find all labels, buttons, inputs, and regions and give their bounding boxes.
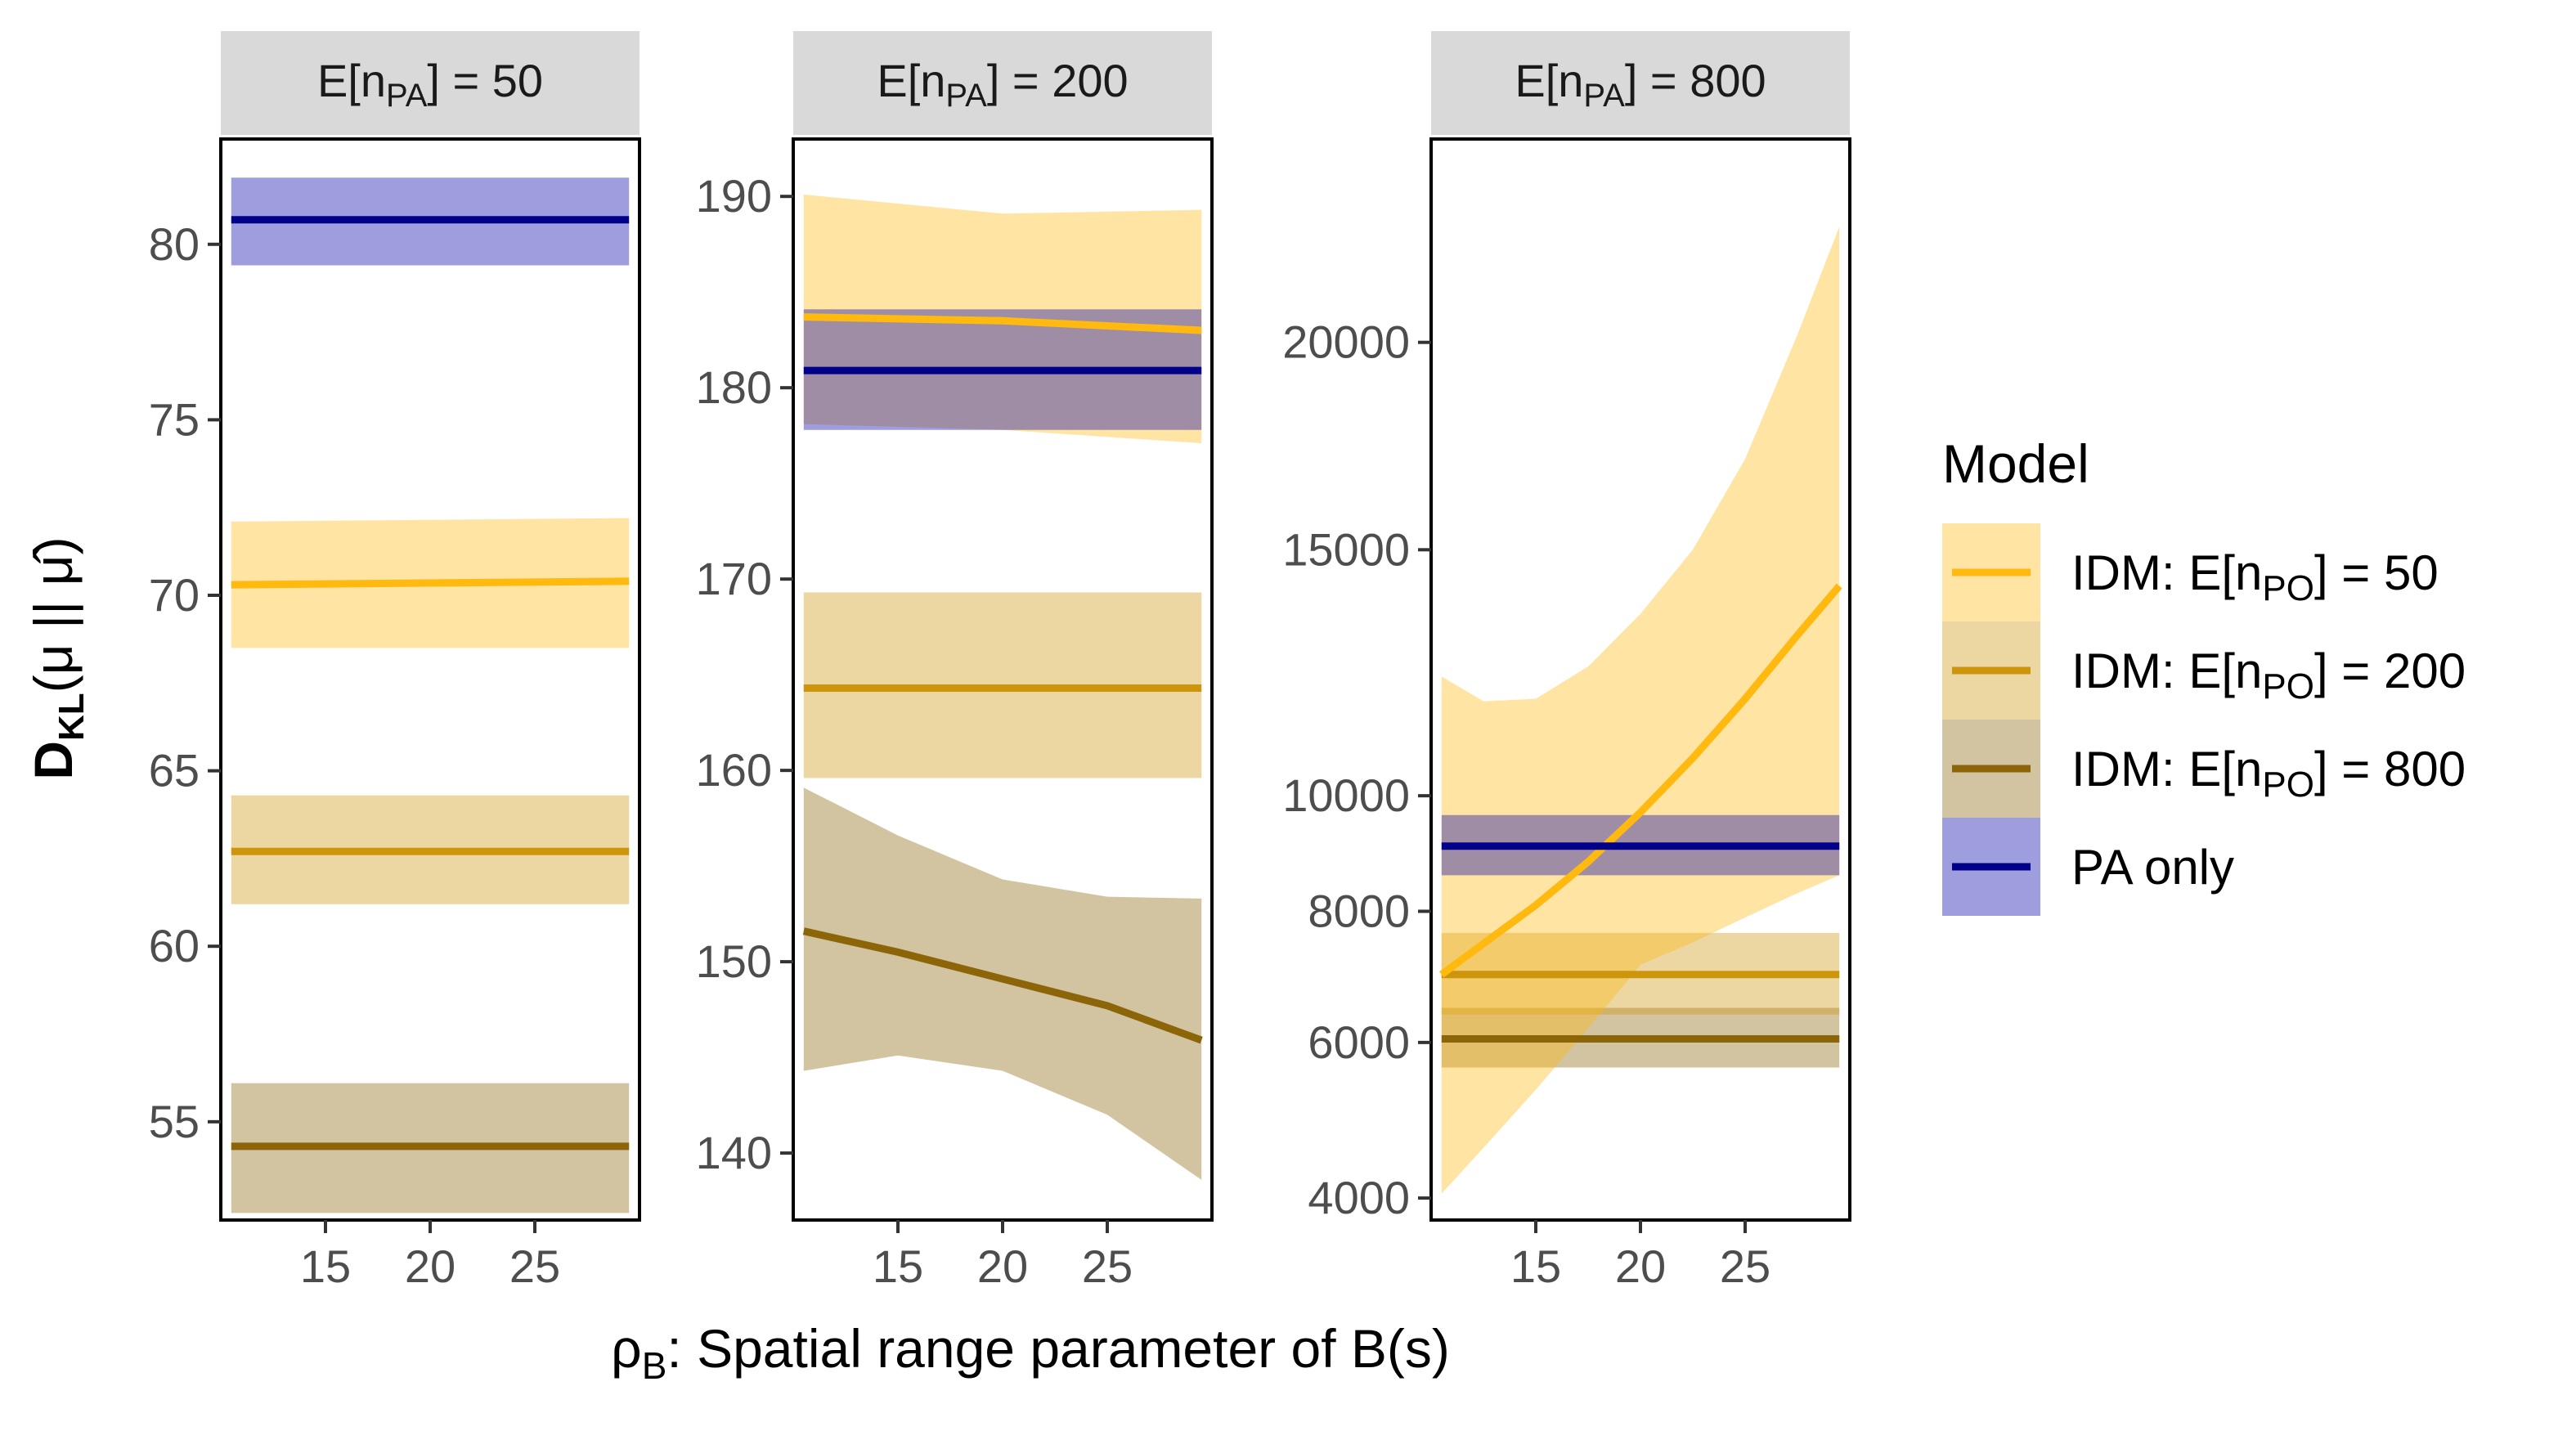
y-tick-label: 75 (149, 393, 200, 445)
y-tick-label: 10000 (1282, 769, 1410, 821)
y-tick-label: 60 (149, 920, 200, 971)
y-tick-label: 170 (696, 553, 772, 604)
y-axis-title: DKL(μ || μ̂) (23, 536, 92, 779)
x-axis-title-sub: B (642, 1344, 667, 1387)
line-idm50 (803, 313, 1202, 334)
panel-strip (221, 31, 640, 135)
x-tick-label: 25 (1720, 1240, 1770, 1292)
y-tick-label: 160 (696, 744, 772, 796)
ribbon-idm50 (1441, 227, 1840, 1194)
panel-3: E[nPA] = 800 4000 6000 8000 10000 15000 20000 1… (1282, 31, 1851, 1292)
legend-label: IDM: E[nPO] = 800 (2071, 742, 2466, 805)
panel-plot-area (231, 177, 630, 1213)
x-tick-label: 15 (300, 1240, 351, 1292)
y-tick-label: 55 (149, 1096, 200, 1147)
y-tick-label: 8000 (1308, 885, 1410, 936)
panel-border (219, 137, 641, 1222)
legend-entry-idm200: IDM: E[nPO] = 200 (1942, 621, 2466, 720)
y-tick-label: 140 (696, 1127, 772, 1178)
legend-label: PA only (2071, 840, 2234, 895)
y-tick-label: 4000 (1308, 1172, 1410, 1223)
y-axis-title-rest: (μ || μ̂) (23, 536, 83, 693)
panel-strip (1431, 31, 1850, 135)
x-axis-title-rest: : Spatial range parameter of B(s) (666, 1318, 1449, 1379)
legend-label: IDM: E[nPO] = 200 (2071, 644, 2466, 707)
legend-entry-idm800: IDM: E[nPO] = 800 (1942, 720, 2466, 818)
x-tick-label: 20 (405, 1240, 456, 1292)
ribbon-idm800 (803, 787, 1202, 1180)
panel-2: E[nPA] = 200 140 150 160 170 180 190 15 20 25 (696, 31, 1214, 1292)
panel-plot-area (802, 194, 1203, 1180)
x-tick-label: 20 (977, 1240, 1028, 1292)
legend-entry-idm50: IDM: E[nPO] = 50 (1942, 523, 2439, 621)
panel-strip (793, 31, 1212, 135)
panel-strip-label: E[nPA] = 50 (317, 55, 543, 114)
y-tick-label: 65 (149, 745, 200, 796)
y-tick-label: 70 (149, 569, 200, 621)
y-tick-label: 6000 (1308, 1016, 1410, 1068)
y-tick-label: 190 (696, 170, 772, 222)
line-idm50 (231, 577, 630, 589)
x-tick-label: 15 (1510, 1240, 1561, 1292)
legend-entry-pa: PA only (1942, 818, 2234, 916)
y-tick-label: 20000 (1282, 316, 1410, 368)
panel-strip-label: E[nPA] = 800 (1515, 55, 1766, 114)
x-tick-label: 20 (1615, 1240, 1666, 1292)
panel-plot-area (1439, 227, 1842, 1194)
panel-strip-label: E[nPA] = 200 (877, 55, 1128, 114)
x-tick-label: 25 (1082, 1240, 1133, 1292)
legend-label: IDM: E[nPO] = 50 (2071, 545, 2439, 608)
legend-title: Model (1942, 433, 2089, 494)
x-tick-label: 25 (509, 1240, 560, 1292)
y-tick-label: 15000 (1282, 523, 1410, 575)
panel-1: E[nPA] = 50 55 60 65 70 75 80 15 20 25 (149, 31, 641, 1292)
line-idm800 (802, 927, 1203, 1044)
x-tick-label: 15 (873, 1240, 923, 1292)
x-axis-title-main: ρ (611, 1318, 642, 1379)
y-axis-title-main: D (23, 741, 83, 780)
legend: Model IDM: E[nPO] = 50 IDM: E[nPO] = 200 I… (1942, 433, 2466, 916)
y-tick-label: 80 (149, 218, 200, 270)
y-axis-title-sub: KL (52, 693, 92, 741)
y-tick-label: 150 (696, 935, 772, 987)
x-axis-title: ρB: Spatial range parameter of B(s) (611, 1318, 1450, 1387)
y-tick-label: 180 (696, 361, 772, 413)
line-idm50 (1439, 583, 1842, 978)
